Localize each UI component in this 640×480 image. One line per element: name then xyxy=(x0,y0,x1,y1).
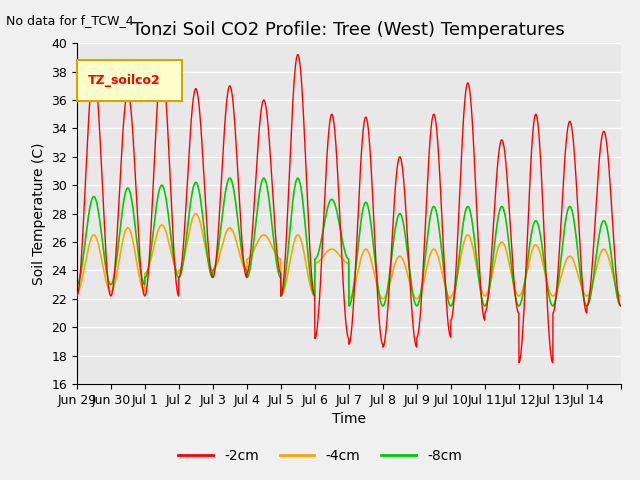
X-axis label: Time: Time xyxy=(332,412,366,426)
Text: No data for f_TCW_4: No data for f_TCW_4 xyxy=(6,14,134,27)
Legend: -2cm, -4cm, -8cm: -2cm, -4cm, -8cm xyxy=(173,443,467,468)
Title: Tonzi Soil CO2 Profile: Tree (West) Temperatures: Tonzi Soil CO2 Profile: Tree (West) Temp… xyxy=(132,21,565,39)
Y-axis label: Soil Temperature (C): Soil Temperature (C) xyxy=(31,143,45,285)
Text: TZ_soilco2: TZ_soilco2 xyxy=(88,74,161,87)
